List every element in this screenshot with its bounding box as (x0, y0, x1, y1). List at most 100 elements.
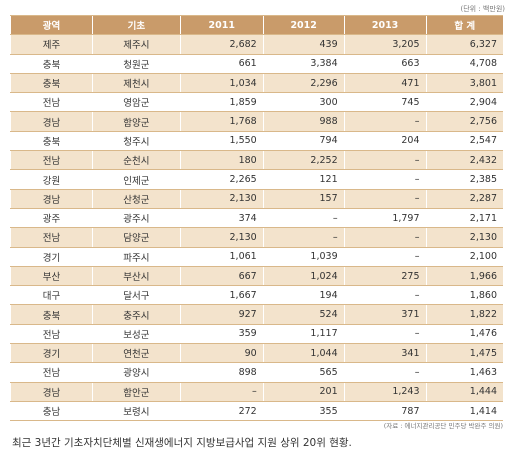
cell-total: 1,463 (425, 362, 503, 383)
table-row: 경남 산청군 2,130 157–2,287 (10, 188, 503, 209)
cell-2012: 1,039 (262, 246, 345, 267)
cell-province: 제주 (10, 34, 93, 55)
header-year-2013: 2013 (343, 14, 427, 36)
header-municipality: 기초 (91, 14, 181, 36)
cell-2011: 667 (179, 265, 264, 287)
cell-2011: 1,034 (179, 72, 264, 94)
cell-municipality: 제주시 (91, 34, 181, 55)
cell-municipality: 산청군 (91, 188, 181, 209)
cell-2012: 439 (262, 34, 345, 55)
cell-total: 1,444 (425, 381, 503, 402)
table-row: 충북 청원군 661 3,384 663 4,708 (10, 53, 503, 74)
table-header-row: 광역 기초 2011 2012 2013 합 계 (10, 14, 503, 36)
table-row: 부산 부산시 667 1,024 275 1,966 (10, 265, 503, 287)
cell-municipality: 연천군 (91, 343, 181, 364)
cell-2011: 1,550 (179, 130, 264, 152)
cell-total: 1,822 (425, 304, 503, 325)
cell-province: 강원 (10, 169, 93, 190)
table-row: 충남 보령시 272 355 787 1,414 (10, 400, 503, 422)
cell-2011: 359 (179, 323, 264, 345)
cell-municipality: 광주시 (91, 207, 181, 229)
cell-2012: 3,384 (262, 53, 345, 74)
cell-municipality: 부산시 (91, 265, 181, 287)
cell-2013: 371 (343, 304, 427, 325)
cell-2011: 90 (179, 343, 264, 364)
cell-province: 경남 (10, 381, 93, 402)
cell-total: 2,100 (425, 246, 503, 267)
cell-2012: 988 (262, 111, 345, 132)
table-row: 전남 광양시 898 565–1,463 (10, 362, 503, 383)
table-body: 제주 제주시 2,682 439 3,205 6,327 충북 청원군 661 3,384 663 4… (10, 34, 503, 422)
cell-2013: 204 (343, 130, 427, 152)
cell-2012: 565 (262, 362, 345, 383)
cell-total: 2,385 (425, 169, 503, 190)
cell-2012: 201 (262, 381, 345, 402)
cell-2011: 1,667 (179, 285, 264, 306)
cell-province: 전남 (10, 227, 93, 248)
cell-municipality: 순천시 (91, 150, 181, 171)
cell-province: 충북 (10, 304, 93, 325)
table-row: 경남 함양군 1,768 988–2,756 (10, 111, 503, 132)
source-note: (자료 : 에너지관리공단 민주당 박완주 의원) (383, 422, 503, 430)
cell-2012: – (262, 207, 345, 229)
cell-2011: 1,859 (179, 92, 264, 113)
cell-2013: 745 (343, 92, 427, 113)
cell-municipality: 보령시 (91, 400, 181, 422)
cell-2011: 2,130 (179, 188, 264, 209)
table-row: 대구 달서구 1,667 194–1,860 (10, 285, 503, 306)
cell-2011: 2,130 (179, 227, 264, 248)
header-year-2012: 2012 (262, 14, 345, 36)
cell-municipality: 함안군 (91, 381, 181, 402)
cell-2013: – (343, 169, 427, 190)
cell-total: 3,801 (425, 72, 503, 94)
cell-province: 경남 (10, 111, 93, 132)
cell-2012: 524 (262, 304, 345, 325)
cell-province: 전남 (10, 323, 93, 345)
header-total: 합 계 (425, 14, 503, 36)
cell-municipality: 파주시 (91, 246, 181, 267)
cell-2013: – (343, 188, 427, 209)
cell-2012: 794 (262, 130, 345, 152)
cell-2011: 898 (179, 362, 264, 383)
cell-province: 경기 (10, 246, 93, 267)
cell-total: 1,414 (425, 400, 503, 422)
unit-note: (단위 : 백만원) (460, 5, 505, 13)
table-row: 경기 파주시 1,061 1,039–2,100 (10, 246, 503, 267)
cell-2012: 300 (262, 92, 345, 113)
cell-province: 경기 (10, 343, 93, 364)
cell-total: 2,432 (425, 150, 503, 171)
cell-2013: – (343, 285, 427, 306)
cell-2012: 157 (262, 188, 345, 209)
cell-2013: – (343, 246, 427, 267)
cell-2013: 275 (343, 265, 427, 287)
cell-total: 1,475 (425, 343, 503, 364)
cell-2013: 341 (343, 343, 427, 364)
cell-2012: – (262, 227, 345, 248)
cell-2013: 1,797 (343, 207, 427, 229)
cell-municipality: 충주시 (91, 304, 181, 325)
cell-2011: 374 (179, 207, 264, 229)
cell-province: 충북 (10, 130, 93, 152)
table-row: 제주 제주시 2,682 439 3,205 6,327 (10, 34, 503, 55)
cell-total: 6,327 (425, 34, 503, 55)
cell-municipality: 광양시 (91, 362, 181, 383)
cell-2011: – (179, 381, 264, 402)
table-row: 충북 제천시 1,034 2,296 471 3,801 (10, 72, 503, 94)
table-row: 충북 충주시 927 524 371 1,822 (10, 304, 503, 325)
cell-province: 대구 (10, 285, 93, 306)
table-row: 전남 영암군 1,859 300 745 2,904 (10, 92, 503, 113)
cell-2012: 2,296 (262, 72, 345, 94)
table-row: 전남 담양군 2,130– –2,130 (10, 227, 503, 248)
table-row: 충북 청주시 1,550 794 204 2,547 (10, 130, 503, 152)
cell-total: 1,476 (425, 323, 503, 345)
cell-2011: 1,768 (179, 111, 264, 132)
cell-municipality: 영암군 (91, 92, 181, 113)
header-year-2011: 2011 (179, 14, 264, 36)
table-caption: 최근 3년간 기초자치단체별 신재생에너지 지방보급사업 지원 상위 20위 현… (12, 437, 352, 449)
cell-total: 4,708 (425, 53, 503, 74)
cell-total: 1,860 (425, 285, 503, 306)
cell-2011: 2,682 (179, 34, 264, 55)
cell-2011: 661 (179, 53, 264, 74)
cell-total: 2,547 (425, 130, 503, 152)
cell-province: 광주 (10, 207, 93, 229)
